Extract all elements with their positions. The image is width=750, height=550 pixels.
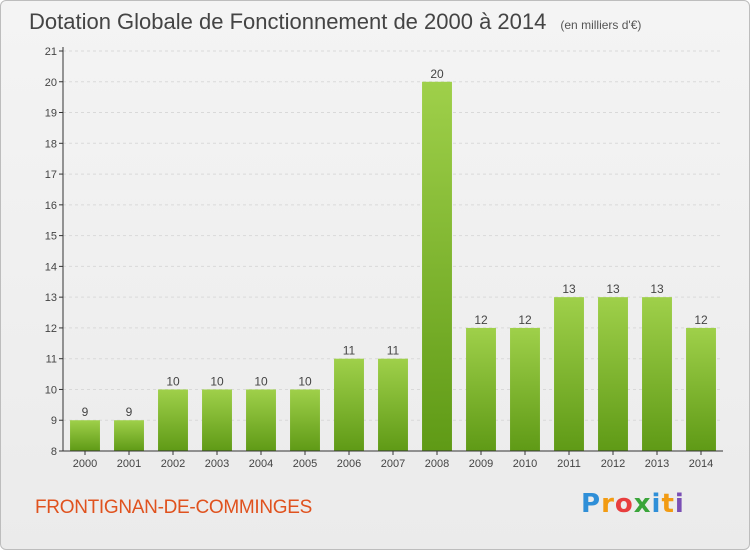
x-tick-label-2012: 2012 (601, 458, 625, 470)
bar-2000 (70, 420, 100, 451)
bar-2013 (642, 297, 672, 451)
y-tick-label-12: 12 (45, 323, 57, 335)
logo-letter: P (581, 489, 602, 519)
logo-letter: r (601, 489, 615, 519)
value-label-2010: 12 (518, 313, 532, 327)
x-tick-label-2006: 2006 (337, 458, 361, 470)
x-tick-label-2000: 2000 (73, 458, 97, 470)
x-tick-label-2001: 2001 (117, 458, 141, 470)
value-label-2013: 13 (650, 282, 664, 296)
value-label-2003: 10 (210, 374, 224, 388)
x-tick-label-2011: 2011 (557, 458, 581, 470)
logo-letter: i (651, 489, 662, 519)
x-tick-label-2010: 2010 (513, 458, 537, 470)
value-label-2001: 9 (126, 405, 133, 419)
bar-2011 (554, 297, 584, 451)
bar-2002 (158, 389, 188, 451)
bar-2004 (246, 389, 276, 451)
bar-2005 (290, 389, 320, 451)
x-tick-label-2003: 2003 (205, 458, 229, 470)
y-tick-label-17: 17 (45, 169, 57, 181)
chart-title: Dotation Globale de Fonctionnement de 20… (29, 9, 641, 35)
bar-2003 (202, 389, 232, 451)
value-label-2009: 12 (474, 313, 488, 327)
x-tick-label-2009: 2009 (469, 458, 493, 470)
title-text: Dotation Globale de Fonctionnement de 20… (29, 9, 547, 34)
logo-letter: o (614, 489, 634, 519)
value-label-2005: 10 (298, 374, 312, 388)
logo-letter: x (633, 489, 652, 519)
value-label-2006: 11 (343, 344, 356, 358)
bar-2007 (378, 358, 408, 451)
logo-letter: i (674, 489, 685, 519)
value-label-2002: 10 (166, 374, 180, 388)
x-tick-label-2013: 2013 (645, 458, 669, 470)
bar-2010 (510, 327, 540, 451)
y-tick-label-14: 14 (45, 261, 57, 273)
y-tick-label-9: 9 (51, 415, 57, 427)
bar-2009 (466, 327, 496, 451)
y-tick-label-18: 18 (45, 138, 57, 150)
bars (70, 81, 716, 452)
y-tick-label-16: 16 (45, 200, 57, 212)
value-label-2012: 13 (606, 282, 620, 296)
x-tick-label-2004: 2004 (249, 458, 273, 470)
labels: 8 9 10 11 12 13 14 15 16 17 18 19 20 21 9 2000 9 2001 10 20… (45, 46, 713, 470)
x-tick-label-2005: 2005 (293, 458, 317, 470)
y-tick-label-13: 13 (45, 292, 57, 304)
x-tick-label-2007: 2007 (381, 458, 405, 470)
value-label-2004: 10 (254, 374, 268, 388)
value-label-2000: 9 (82, 405, 89, 419)
commune-name: FRONTIGNAN-DE-COMMINGES (35, 497, 313, 518)
x-tick-label-2002: 2002 (161, 458, 185, 470)
y-tick-label-10: 10 (45, 384, 57, 396)
value-label-2014: 12 (694, 313, 708, 327)
bar-2001 (114, 420, 144, 451)
bar-2006 (334, 358, 364, 451)
title-unit: (en milliers d'€) (560, 18, 642, 32)
y-tick-label-19: 19 (45, 108, 57, 120)
bar-2008 (422, 81, 452, 452)
value-label-2007: 11 (387, 344, 400, 358)
y-tick-label-21: 21 (45, 46, 57, 58)
y-tick-label-20: 20 (45, 77, 57, 89)
value-label-2011: 13 (562, 282, 576, 296)
y-tick-label-8: 8 (51, 446, 57, 458)
bar-2014 (686, 327, 716, 451)
y-tick-label-15: 15 (45, 231, 57, 243)
logo-letter: t (661, 489, 675, 519)
x-tick-label-2014: 2014 (689, 458, 713, 470)
bar-2012 (598, 297, 628, 451)
x-tick-label-2008: 2008 (425, 458, 449, 470)
value-label-2008: 20 (430, 67, 444, 81)
y-tick-label-11: 11 (46, 354, 57, 366)
axes (59, 47, 723, 455)
proxiti-logo: Proxiti (581, 489, 685, 519)
